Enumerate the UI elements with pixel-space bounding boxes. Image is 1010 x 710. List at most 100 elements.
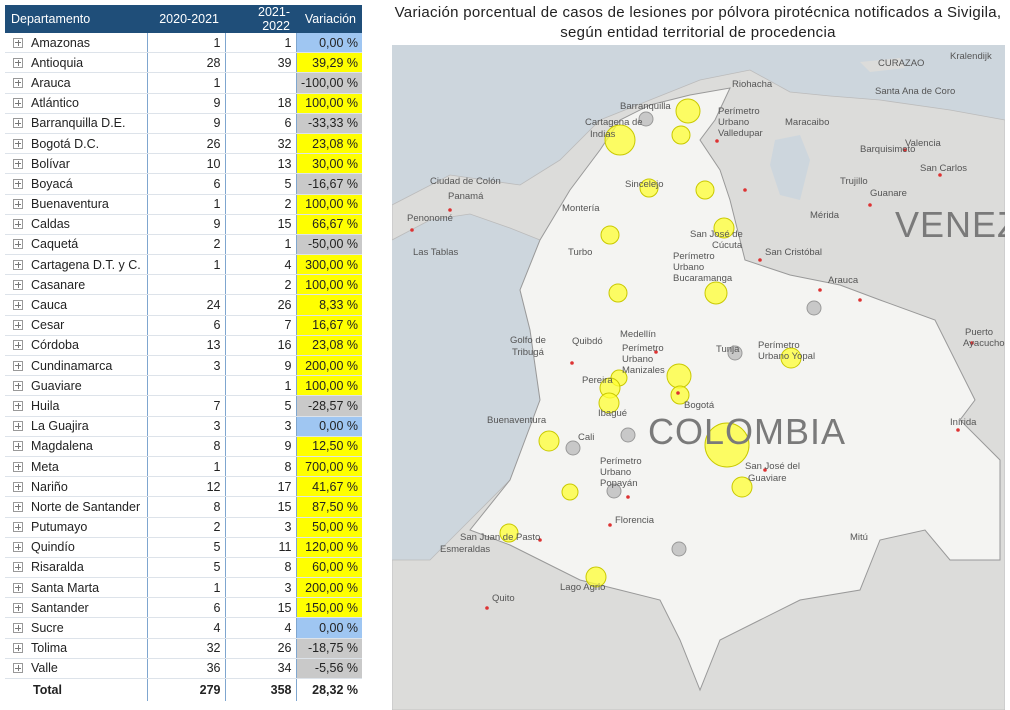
expand-icon[interactable] xyxy=(13,320,23,331)
count-cell: 6 xyxy=(147,315,226,336)
department-cell[interactable]: Valle xyxy=(5,658,148,680)
table-row: Boyacá 6 5 -16,67 % xyxy=(5,173,362,195)
cell-text: 1 xyxy=(213,257,221,272)
cell-text: 6 xyxy=(213,600,221,615)
department-cell[interactable]: Arauca xyxy=(5,72,148,94)
department-cell[interactable]: Tolima xyxy=(5,638,148,659)
place-label: Las Tablas xyxy=(413,247,458,258)
expand-icon[interactable] xyxy=(13,542,23,553)
expand-icon[interactable] xyxy=(13,98,23,109)
cell-text: -18,75 % xyxy=(307,641,358,656)
expand-icon[interactable] xyxy=(13,643,23,654)
expand-icon[interactable] xyxy=(13,562,23,573)
bubble xyxy=(608,283,628,303)
cell-text: Buenaventura xyxy=(31,197,109,212)
department-cell[interactable]: Sucre xyxy=(5,617,148,639)
department-cell[interactable]: Cartagena D.T. y C. xyxy=(5,254,148,276)
expand-icon[interactable] xyxy=(13,138,23,149)
department-cell[interactable]: Casanare xyxy=(5,274,148,296)
department-cell[interactable]: Putumayo xyxy=(5,517,148,538)
department-cell[interactable]: La Guajira xyxy=(5,416,148,437)
variation-cell: 0,00 % xyxy=(296,416,362,437)
expand-icon[interactable] xyxy=(13,259,23,270)
variation-cell: -16,67 % xyxy=(296,173,362,195)
cell-text: 32 xyxy=(206,641,221,656)
expand-icon[interactable] xyxy=(13,582,23,593)
variation-cell: 300,00 % xyxy=(296,254,362,276)
department-cell[interactable]: Atlántico xyxy=(5,93,148,114)
department-cell[interactable]: Guaviare xyxy=(5,375,148,397)
expand-icon[interactable] xyxy=(13,219,23,230)
expand-icon[interactable] xyxy=(13,239,23,250)
department-cell[interactable]: Bolívar xyxy=(5,153,148,175)
expand-icon[interactable] xyxy=(13,158,23,169)
expand-icon[interactable] xyxy=(13,602,23,613)
expand-icon[interactable] xyxy=(13,178,23,189)
department-cell[interactable]: Boyacá xyxy=(5,173,148,195)
expand-icon[interactable] xyxy=(13,57,23,68)
expand-icon[interactable] xyxy=(13,481,23,492)
city-dot xyxy=(570,361,574,365)
department-cell[interactable]: Cesar xyxy=(5,315,148,336)
department-cell[interactable]: Nariño xyxy=(5,476,148,498)
place-label: Penonomé xyxy=(407,213,453,224)
expand-icon[interactable] xyxy=(13,340,23,351)
count-cell: 3 xyxy=(225,517,297,538)
bubble xyxy=(561,483,579,501)
expand-icon[interactable] xyxy=(13,400,23,411)
department-cell[interactable]: Córdoba xyxy=(5,335,148,357)
expand-icon[interactable] xyxy=(13,663,23,674)
department-cell[interactable]: Magdalena xyxy=(5,436,148,457)
expand-icon[interactable] xyxy=(13,300,23,311)
place-label: Barranquilla xyxy=(620,101,671,112)
cell-text: 3 xyxy=(213,358,221,373)
department-cell[interactable]: Antioquia xyxy=(5,52,148,74)
department-cell[interactable]: Norte de Santander xyxy=(5,496,148,518)
department-cell[interactable]: Risaralda xyxy=(5,557,148,579)
count-cell: 1 xyxy=(225,375,297,397)
department-cell[interactable]: Cundinamarca xyxy=(5,355,148,377)
expand-icon[interactable] xyxy=(13,623,23,634)
expand-icon[interactable] xyxy=(13,279,23,290)
expand-icon[interactable] xyxy=(13,37,23,48)
expand-icon[interactable] xyxy=(13,421,23,432)
department-cell[interactable]: Huila xyxy=(5,395,148,417)
header-cell[interactable]: 2020-2021 xyxy=(147,5,225,33)
department-cell[interactable]: Buenaventura xyxy=(5,194,148,215)
cell-text: 66,67 % xyxy=(312,217,358,232)
header-cell[interactable]: 2021-2022 xyxy=(225,5,296,33)
department-cell[interactable]: Santa Marta xyxy=(5,577,148,599)
expand-icon[interactable] xyxy=(13,77,23,88)
expand-icon[interactable] xyxy=(13,461,23,472)
count-cell: 26 xyxy=(147,133,226,155)
expand-icon[interactable] xyxy=(13,360,23,371)
cell-text: 28 xyxy=(206,55,221,70)
cell-text: 9 xyxy=(213,217,221,232)
header-cell[interactable]: Variación xyxy=(296,5,362,33)
place-label: Cúcuta xyxy=(712,240,743,251)
department-cell[interactable]: Quindío xyxy=(5,537,148,558)
expand-icon[interactable] xyxy=(13,118,23,129)
department-cell[interactable]: Barranquilla D.E. xyxy=(5,113,148,134)
table-row: Cesar 6 7 16,67 % xyxy=(5,315,362,336)
department-cell[interactable]: Caldas xyxy=(5,214,148,235)
expand-icon[interactable] xyxy=(13,522,23,533)
place-label: Perímetro xyxy=(673,251,715,262)
expand-icon[interactable] xyxy=(13,380,23,391)
expand-icon[interactable] xyxy=(13,501,23,512)
header-cell[interactable]: Departamento xyxy=(5,5,147,33)
expand-icon[interactable] xyxy=(13,199,23,210)
expand-icon[interactable] xyxy=(13,441,23,452)
count-cell: 1 xyxy=(147,194,226,215)
department-cell[interactable]: Meta xyxy=(5,456,148,478)
department-cell[interactable]: Cauca xyxy=(5,294,148,316)
department-cell[interactable]: Caquetá xyxy=(5,234,148,256)
cell-text: 5 xyxy=(213,540,221,555)
place-label: Urbano xyxy=(718,117,749,128)
department-cell[interactable]: Bogotá D.C. xyxy=(5,133,148,155)
variation-cell: 12,50 % xyxy=(296,436,362,457)
place-label: Golfo de xyxy=(510,335,546,346)
department-cell[interactable]: Amazonas xyxy=(5,33,148,54)
department-cell[interactable]: Santander xyxy=(5,597,148,619)
